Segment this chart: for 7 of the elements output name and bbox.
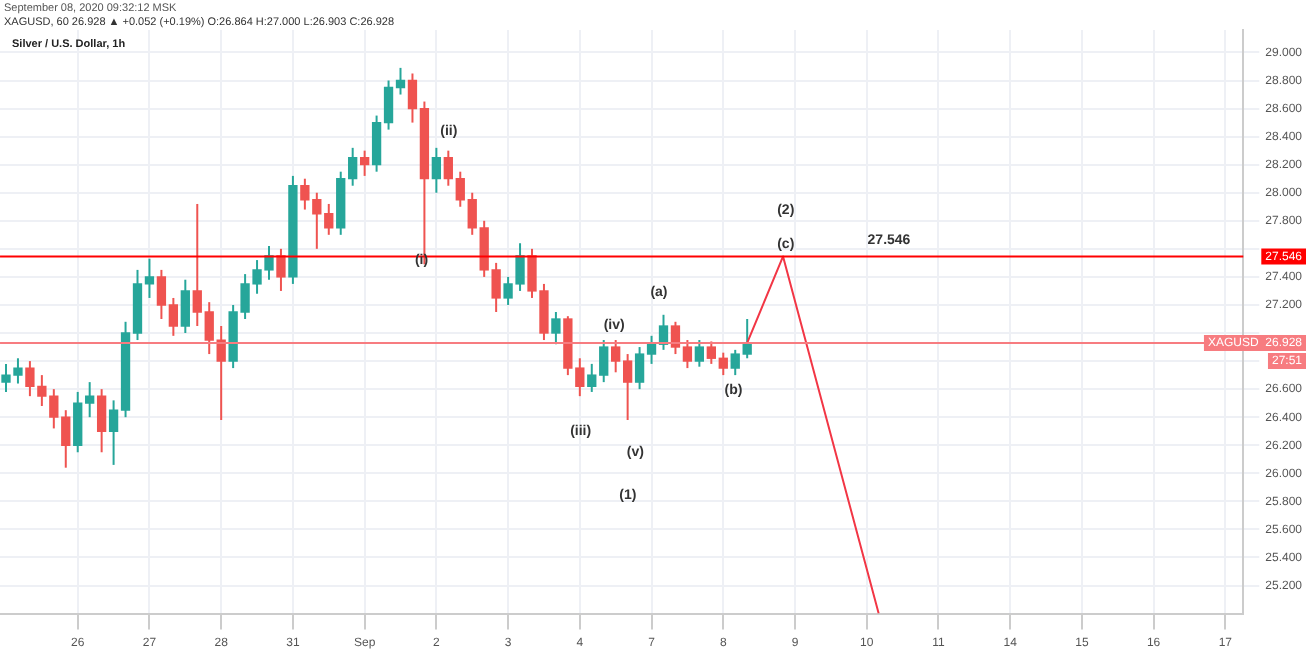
candlestick [694, 339, 705, 368]
candlestick [180, 278, 190, 335]
candlestick [96, 388, 107, 454]
candlestick [431, 146, 442, 194]
candlestick [276, 247, 286, 292]
candlestick [359, 149, 370, 177]
candlestick [551, 310, 561, 346]
